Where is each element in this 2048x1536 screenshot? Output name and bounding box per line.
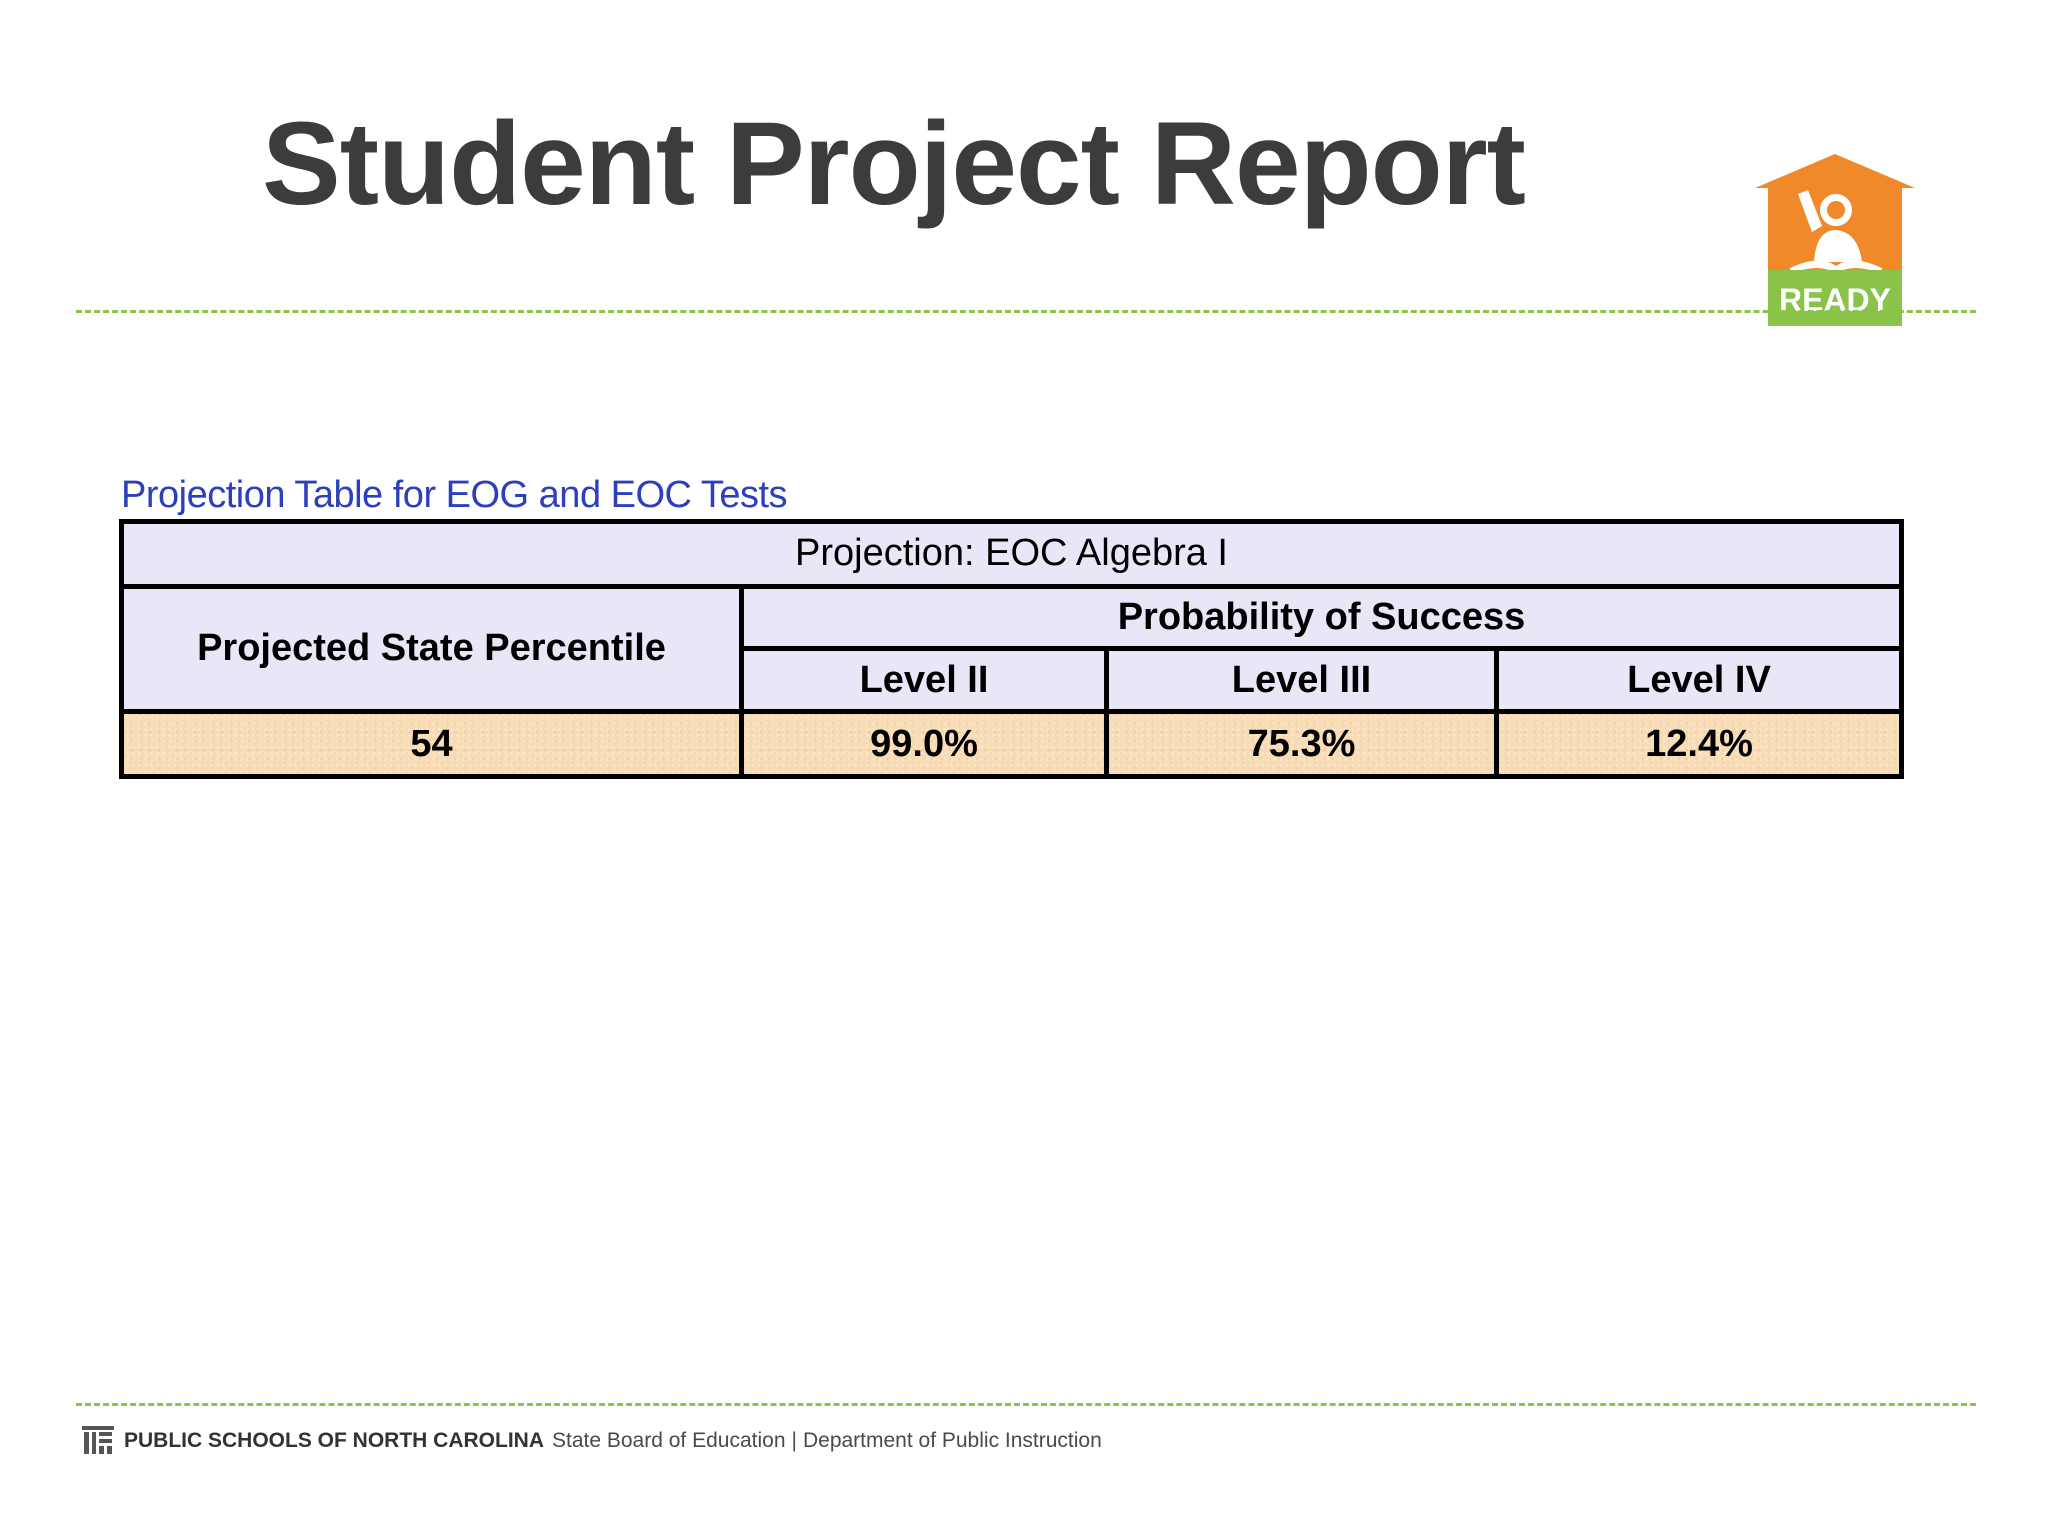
table-row: 54 99.0% 75.3% 12.4% [119, 709, 1904, 779]
level-ii-value: 99.0% [739, 709, 1109, 779]
level-iii-value: 75.3% [1104, 709, 1499, 779]
header-divider [76, 310, 1976, 313]
footer-divider [76, 1403, 1976, 1406]
slide-title: Student Project Report [262, 98, 1526, 230]
nc-seal-icon [82, 1426, 114, 1454]
ready-logo: READY [1750, 150, 1920, 330]
footer-org: PUBLIC SCHOOLS OF NORTH CAROLINA [124, 1429, 544, 1452]
footer-board: State Board of Education [552, 1429, 786, 1452]
probability-header: Probability of Success [739, 583, 1904, 652]
table-caption: Projection Table for EOG and EOC Tests [121, 474, 788, 516]
level-iv-header: Level IV [1494, 646, 1904, 715]
percentile-value: 54 [119, 709, 744, 779]
level-ii-header: Level II [739, 646, 1109, 715]
projection-header: Projection: EOC Algebra I [119, 519, 1904, 589]
footer-separator: | [791, 1429, 797, 1452]
level-iv-value: 12.4% [1494, 709, 1904, 779]
footer: PUBLIC SCHOOLS OF NORTH CAROLINA State B… [80, 1423, 1102, 1459]
percentile-header: Projected State Percentile [119, 583, 744, 715]
projection-table: Projection: EOC Algebra I Projected Stat… [119, 519, 1904, 779]
footer-department: Department of Public Instruction [802, 1429, 1102, 1452]
level-iii-header: Level III [1104, 646, 1499, 715]
